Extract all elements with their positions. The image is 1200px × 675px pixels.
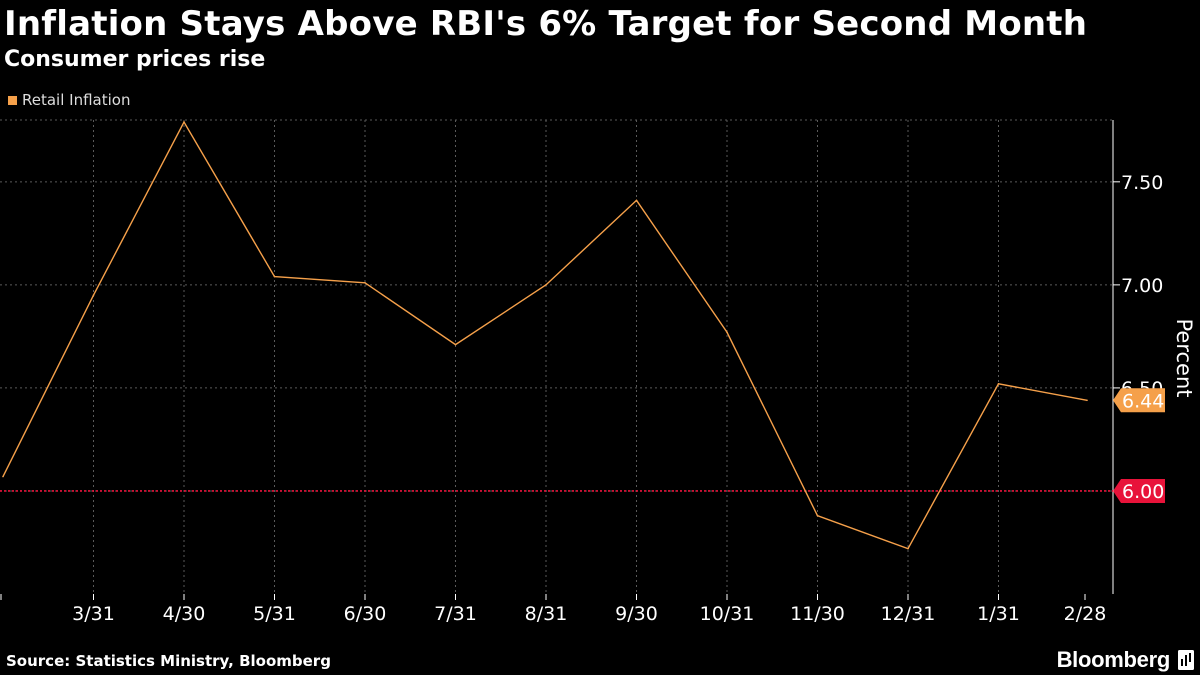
x-tick-label: 4/30 — [163, 603, 206, 625]
x-tick-label: 5/31 — [253, 603, 296, 625]
data-point — [273, 275, 276, 278]
data-point — [816, 514, 819, 517]
x-tick-label: 7/31 — [434, 603, 477, 625]
x-tick-label: 12/31 — [881, 603, 936, 625]
source-note: Source: Statistics Ministry, Bloomberg — [6, 652, 331, 670]
bloomberg-terminal-icon — [1178, 650, 1194, 670]
data-point — [907, 547, 909, 550]
target-value-tag-bg — [1113, 478, 1165, 503]
last-value-tag: 6.44 — [1122, 390, 1164, 412]
legend-label: Retail Inflation — [22, 91, 131, 109]
data-point — [1086, 399, 1088, 402]
y-tick-label: 7.00 — [1121, 275, 1163, 297]
x-tick-label: 2/28 — [1064, 603, 1107, 625]
y-tick-label: 7.50 — [1121, 172, 1163, 194]
brand-name: Bloomberg — [1056, 647, 1171, 672]
data-point — [635, 199, 638, 202]
x-tick-label: 11/30 — [790, 603, 845, 625]
x-tick-label: 10/31 — [700, 603, 755, 625]
data-point — [454, 343, 457, 346]
chart-subtitle: Consumer prices rise — [4, 47, 266, 72]
x-tick-label: 3/31 — [72, 603, 115, 625]
data-point — [92, 294, 95, 296]
target-value-tag: 6.00 — [1122, 481, 1164, 503]
x-tick-label: 6/30 — [344, 603, 387, 625]
last-value-tag-bg — [1113, 388, 1165, 413]
x-tick-label: 1/31 — [977, 603, 1020, 625]
series-line-retail-inflation — [2, 120, 1088, 550]
chart-title: Inflation Stays Above RBI's 6% Target fo… — [4, 4, 1088, 44]
data-point — [726, 331, 728, 334]
legend-swatch — [8, 95, 17, 105]
data-point — [2, 475, 4, 478]
data-point — [183, 121, 185, 123]
data-point — [364, 282, 366, 284]
y-axis-label: Percent — [1172, 318, 1196, 397]
legend: Retail Inflation — [8, 91, 130, 109]
data-point — [545, 284, 547, 286]
brand-logo: Bloomberg — [1057, 647, 1194, 673]
data-point — [997, 382, 1000, 385]
x-tick-label: 8/31 — [525, 603, 568, 625]
x-tick-label: 9/30 — [615, 603, 658, 625]
